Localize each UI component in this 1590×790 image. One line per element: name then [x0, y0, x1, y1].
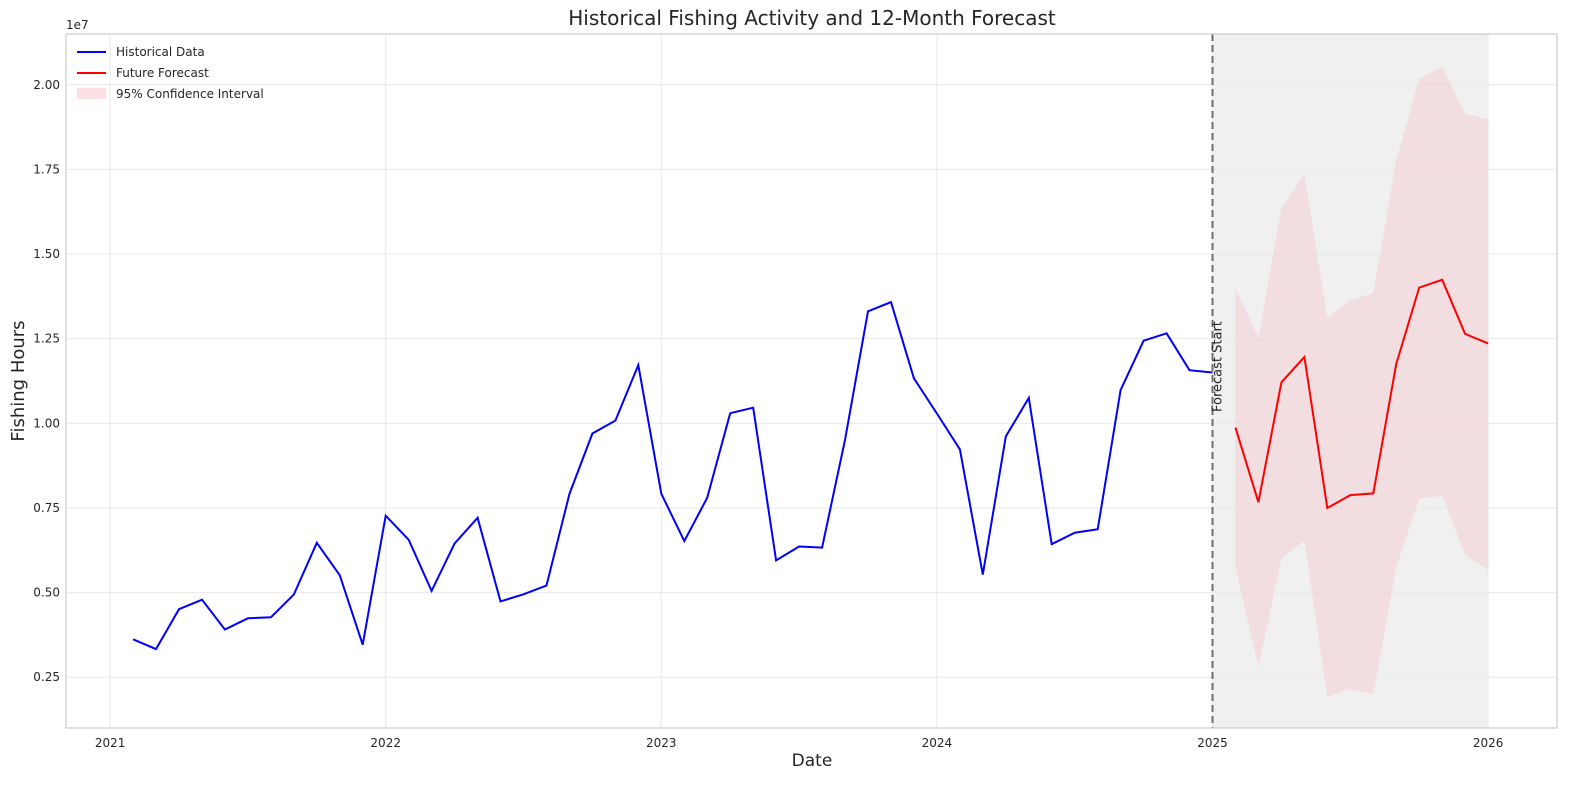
x-tick-label: 2024 — [922, 736, 953, 750]
x-axis-ticks: 2021 2022 2023 2024 2025 2026 — [95, 736, 1504, 750]
y-tick-label: 1.00 — [33, 416, 60, 430]
confidence-interval-band — [1235, 66, 1489, 697]
y-tick-label: 1.50 — [33, 247, 60, 261]
historical-data-line — [132, 300, 1213, 651]
y-tick-label: 0.50 — [33, 586, 60, 600]
y-axis-ticks: 0.25 0.50 0.75 1.00 1.25 1.50 1.75 2.00 — [33, 78, 60, 684]
forecast-period-shade — [1212, 34, 1489, 728]
y-tick-label: 1.75 — [33, 162, 60, 176]
legend-swatch — [77, 88, 106, 99]
y-tick-label: 2.00 — [33, 78, 60, 92]
legend-label: Historical Data — [116, 45, 205, 59]
y-tick-label: 1.25 — [33, 332, 60, 346]
y-axis-label: Fishing Hours — [8, 320, 29, 441]
plot-frame — [65, 33, 1558, 729]
y-offset-text: 1e7 — [66, 18, 89, 32]
legend-entry: Future Forecast — [77, 66, 209, 80]
x-tick-label: 2022 — [370, 736, 401, 750]
y-tick-label: 0.75 — [33, 501, 60, 515]
x-axis-label: Date — [792, 751, 833, 771]
future-forecast-line — [1234, 278, 1489, 510]
x-tick-label: 2025 — [1197, 736, 1228, 750]
x-tick-label: 2023 — [646, 736, 677, 750]
legend: Historical Data Future Forecast 95% Confid… — [77, 45, 264, 101]
legend-entry: Historical Data — [77, 45, 205, 59]
y-tick-label: 0.25 — [33, 670, 60, 684]
legend-entry: 95% Confidence Interval — [77, 87, 264, 101]
legend-label: Future Forecast — [116, 66, 209, 80]
x-tick-label: 2021 — [95, 736, 126, 750]
chart-title: Historical Fishing Activity and 12-Month… — [568, 6, 1056, 30]
forecast-start-label: Forecast Start — [1210, 321, 1225, 412]
legend-label: 95% Confidence Interval — [116, 87, 264, 101]
x-tick-label: 2026 — [1473, 736, 1504, 750]
